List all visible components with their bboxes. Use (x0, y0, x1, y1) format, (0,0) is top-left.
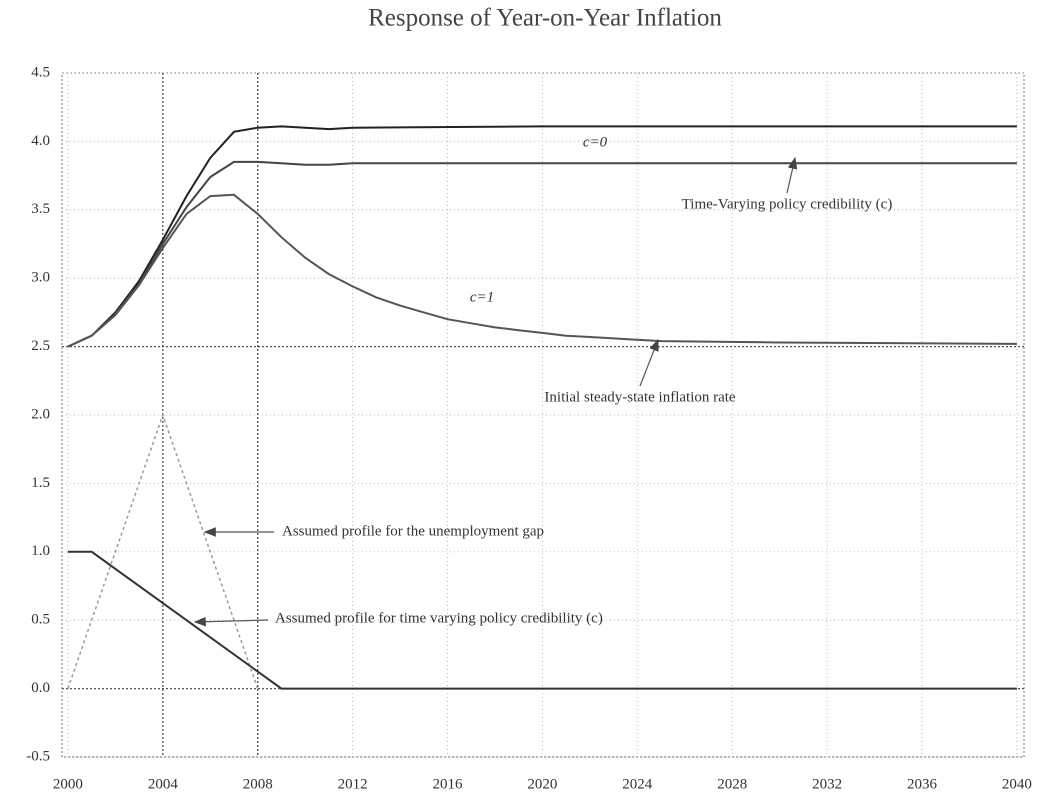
x-tick-label: 2016 (433, 776, 464, 792)
annotation: c=1 (470, 289, 494, 305)
y-tick-label: 3.5 (31, 201, 50, 217)
annotation-arrow (193, 616, 269, 627)
annotation-arrow (639, 338, 659, 387)
y-tick-label: 4.5 (31, 64, 50, 80)
x-tick-label: 2020 (527, 776, 557, 792)
series-line (67, 125, 1017, 348)
y-tick-label: -0.5 (26, 748, 50, 764)
x-tick-label: 2004 (148, 776, 179, 792)
y-tick-label: 2.5 (31, 338, 50, 354)
annotation: Time-Varying policy credibility (c) (682, 196, 893, 212)
x-tick-label: 2000 (53, 776, 83, 792)
y-tick-label: 1.5 (31, 475, 50, 491)
x-tick-label: 2032 (812, 776, 842, 792)
y-tick-label: 4.0 (31, 133, 50, 149)
y-tick-label: 0.0 (31, 680, 50, 696)
chart-title: Response of Year-on-Year Inflation (368, 5, 722, 32)
y-tick-label: 3.0 (31, 270, 50, 286)
annotation: Initial steady-state inflation rate (544, 389, 736, 405)
annotation: Assumed profile for time varying policy … (275, 610, 603, 626)
x-tick-label: 2024 (622, 776, 653, 792)
x-tick-label: 2040 (1002, 776, 1032, 792)
annotation: Assumed profile for the unemployment gap (282, 523, 544, 539)
x-tick-label: 2036 (907, 776, 938, 792)
series-line (67, 412, 259, 689)
y-tick-label: 1.0 (31, 543, 50, 559)
y-tick-label: 0.5 (31, 612, 50, 628)
x-tick-label: 2008 (243, 776, 273, 792)
annotation: c=0 (583, 134, 608, 150)
x-tick-label: 2012 (338, 776, 368, 792)
series-line (67, 550, 1017, 690)
series-line (67, 193, 1017, 348)
x-tick-label: 2028 (717, 776, 747, 792)
y-tick-label: 2.0 (31, 406, 50, 422)
annotation-arrow (786, 156, 798, 194)
